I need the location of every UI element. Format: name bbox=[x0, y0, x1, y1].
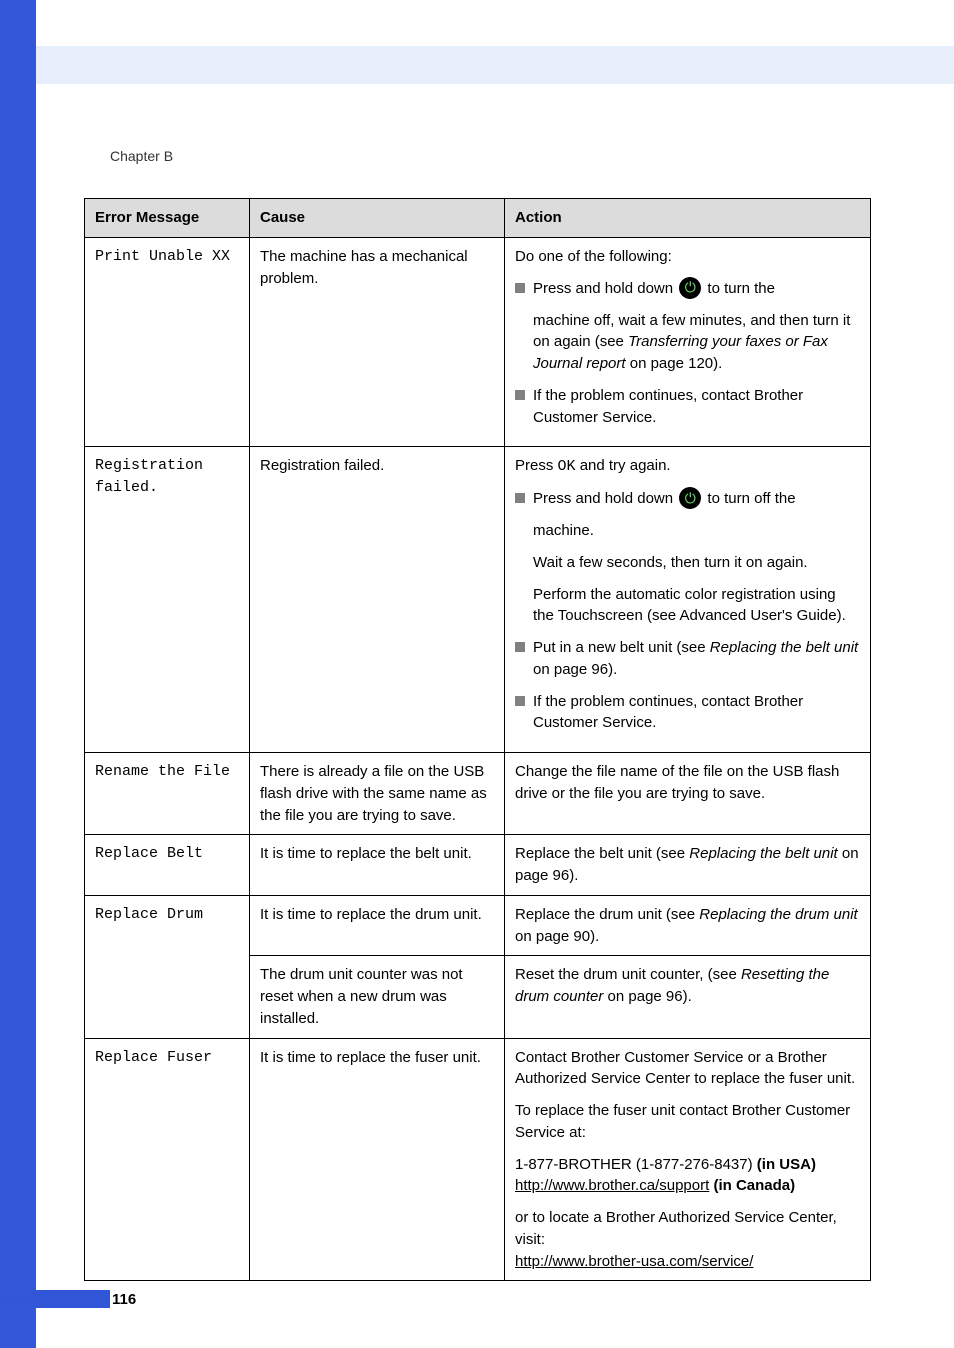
table-row: Registration failed. Registration failed… bbox=[85, 447, 871, 753]
error-msg-cell: Rename the File bbox=[85, 753, 250, 835]
cause-cell: Registration failed. bbox=[250, 447, 505, 753]
text-fragment: or to locate a Brother Authorized Servic… bbox=[515, 1209, 837, 1248]
error-msg-cell: Replace Drum bbox=[85, 895, 250, 1038]
table-row: Print Unable XX The machine has a mechan… bbox=[85, 237, 871, 447]
text-fragment: Replace the drum unit (see bbox=[515, 906, 699, 923]
error-message-table: Error Message Cause Action Print Unable … bbox=[84, 198, 870, 1281]
action-bullet: If the problem continues, contact Brothe… bbox=[515, 691, 860, 735]
text-fragment: Press and hold down bbox=[533, 490, 677, 507]
cause-cell: It is time to replace the belt unit. bbox=[250, 835, 505, 896]
action-intro: Press OK and try again. bbox=[515, 455, 860, 478]
cause-cell: It is time to replace the fuser unit. bbox=[250, 1038, 505, 1281]
action-text: To replace the fuser unit contact Brothe… bbox=[515, 1100, 860, 1144]
power-icon: ⏻ bbox=[679, 487, 701, 509]
error-msg-cell: Print Unable XX bbox=[85, 237, 250, 447]
bullet-icon bbox=[515, 696, 525, 706]
cause-cell: The machine has a mechanical problem. bbox=[250, 237, 505, 447]
cause-cell: It is time to replace the drum unit. bbox=[250, 895, 505, 956]
bullet-text: Put in a new belt unit (see Replacing th… bbox=[533, 637, 860, 681]
power-icon: ⏻ bbox=[679, 277, 701, 299]
action-cell: Change the file name of the file on the … bbox=[505, 753, 871, 835]
col-header-error: Error Message bbox=[85, 199, 250, 238]
action-bullet: Press and hold down ⏻ to turn off the bbox=[515, 488, 860, 510]
table-row: Replace Belt It is time to replace the b… bbox=[85, 835, 871, 896]
table-row: Replace Fuser It is time to replace the … bbox=[85, 1038, 871, 1281]
action-sub-text: Perform the automatic color registration… bbox=[533, 584, 860, 628]
action-bullet: Press and hold down ⏻ to turn the bbox=[515, 278, 860, 300]
bullet-icon bbox=[515, 390, 525, 400]
table-row: Replace Drum It is time to replace the d… bbox=[85, 895, 871, 956]
error-msg-cell: Registration failed. bbox=[85, 447, 250, 753]
action-text: or to locate a Brother Authorized Servic… bbox=[515, 1207, 860, 1272]
col-header-action: Action bbox=[505, 199, 871, 238]
action-text: Contact Brother Customer Service or a Br… bbox=[515, 1047, 860, 1091]
col-header-cause: Cause bbox=[250, 199, 505, 238]
text-bold: (in Canada) bbox=[709, 1177, 795, 1194]
action-bullet: Put in a new belt unit (see Replacing th… bbox=[515, 637, 860, 681]
action-bullet: If the problem continues, contact Brothe… bbox=[515, 385, 860, 429]
action-cell: Do one of the following: Press and hold … bbox=[505, 237, 871, 447]
page-number: 116 bbox=[112, 1291, 136, 1308]
bullet-text: Press and hold down ⏻ to turn the bbox=[533, 278, 860, 300]
error-msg-cell: Replace Belt bbox=[85, 835, 250, 896]
text-fragment: 1-877-BROTHER (1-877-276-8437) bbox=[515, 1156, 757, 1173]
table-row: Rename the File There is already a file … bbox=[85, 753, 871, 835]
chapter-label: Chapter B bbox=[110, 148, 173, 164]
text-fragment: to turn the bbox=[703, 280, 775, 297]
bullet-text: Press and hold down ⏻ to turn off the bbox=[533, 488, 860, 510]
action-cell: Replace the drum unit (see Replacing the… bbox=[505, 895, 871, 956]
bullet-text: If the problem continues, contact Brothe… bbox=[533, 385, 860, 429]
bullet-text: If the problem continues, contact Brothe… bbox=[533, 691, 860, 735]
text-fragment: on page 96). bbox=[533, 661, 617, 678]
text-fragment: Reset the drum unit counter, (see bbox=[515, 966, 741, 983]
action-sub-text: machine off, wait a few minutes, and the… bbox=[533, 310, 860, 375]
bullet-icon bbox=[515, 642, 525, 652]
link-text[interactable]: http://www.brother-usa.com/service/ bbox=[515, 1253, 753, 1270]
text-fragment: on page 90). bbox=[515, 928, 599, 945]
action-intro: Do one of the following: bbox=[515, 246, 860, 268]
footer-accent-bar bbox=[0, 1290, 110, 1308]
text-italic: Replacing the belt unit bbox=[689, 845, 837, 862]
text-fragment: to turn off the bbox=[703, 490, 795, 507]
side-accent-bar bbox=[0, 0, 36, 1348]
text-fragment: on page 120). bbox=[626, 355, 723, 372]
header-band bbox=[0, 46, 954, 84]
action-cell: Contact Brother Customer Service or a Br… bbox=[505, 1038, 871, 1281]
action-sub-text: machine. bbox=[533, 520, 860, 542]
text-italic: Replacing the drum unit bbox=[699, 906, 857, 923]
text-fragment: and try again. bbox=[576, 457, 671, 474]
text-bold: (in USA) bbox=[757, 1156, 816, 1173]
text-fragment: Replace the belt unit (see bbox=[515, 845, 689, 862]
text-italic: Replacing the belt unit bbox=[710, 639, 858, 656]
action-sub-text: Wait a few seconds, then turn it on agai… bbox=[533, 552, 860, 574]
cause-cell: There is already a file on the USB flash… bbox=[250, 753, 505, 835]
text-fragment: Put in a new belt unit (see bbox=[533, 639, 710, 656]
cause-cell: The drum unit counter was not reset when… bbox=[250, 956, 505, 1038]
action-text: 1-877-BROTHER (1-877-276-8437) (in USA) … bbox=[515, 1154, 860, 1198]
text-fragment: Press bbox=[515, 457, 558, 474]
action-cell: Reset the drum unit counter, (see Resett… bbox=[505, 956, 871, 1038]
bullet-icon bbox=[515, 493, 525, 503]
error-msg-cell: Replace Fuser bbox=[85, 1038, 250, 1281]
ok-text: OK bbox=[558, 458, 576, 475]
table-header-row: Error Message Cause Action bbox=[85, 199, 871, 238]
text-fragment: Press and hold down bbox=[533, 280, 677, 297]
action-cell: Replace the belt unit (see Replacing the… bbox=[505, 835, 871, 896]
link-text[interactable]: http://www.brother.ca/support bbox=[515, 1177, 709, 1194]
action-cell: Press OK and try again. Press and hold d… bbox=[505, 447, 871, 753]
text-fragment: on page 96). bbox=[603, 988, 691, 1005]
bullet-icon bbox=[515, 283, 525, 293]
